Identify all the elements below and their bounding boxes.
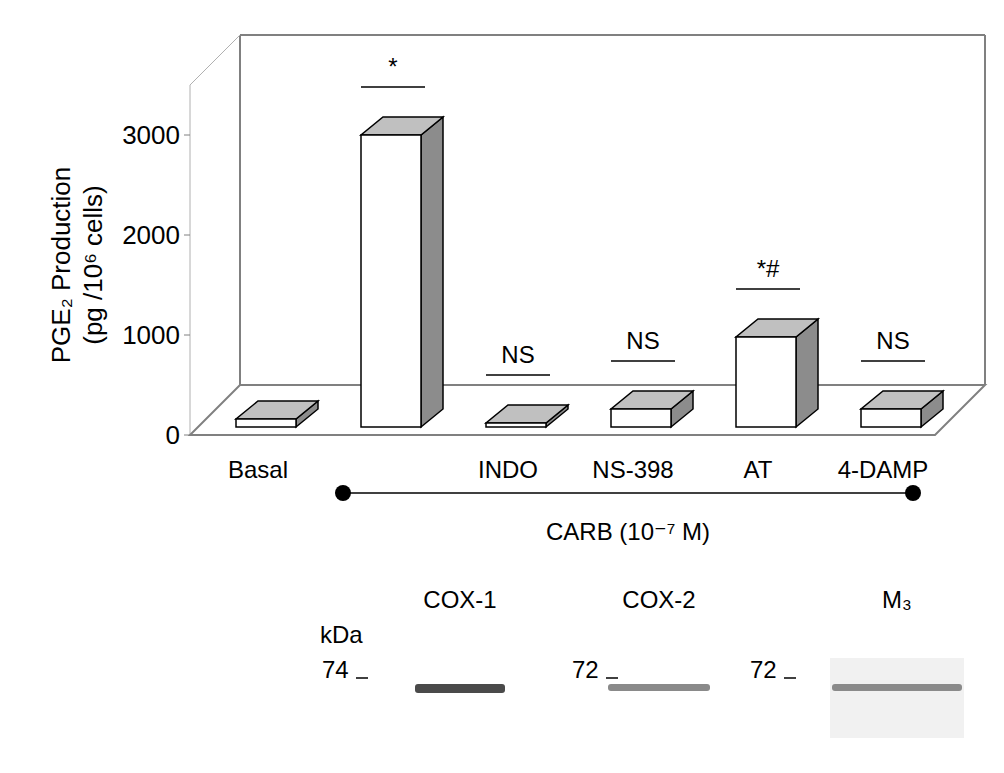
blot-unit: kDa <box>320 621 363 648</box>
x-tick-label: 4-DAMP <box>838 456 929 483</box>
y-axis-label: PGE₂ Production(pg /10⁶ cells) <box>46 167 108 364</box>
bar-top <box>361 117 443 135</box>
blot-band <box>415 684 505 693</box>
bar-front <box>736 337 796 427</box>
x-axis-label: CARB (10⁻⁷ M) <box>546 518 710 545</box>
blot-marker: 72 <box>750 656 777 683</box>
annotation-line <box>361 86 425 88</box>
blot-marker: 74 <box>322 656 349 683</box>
blot-background <box>830 658 964 738</box>
wall-edge <box>240 34 985 36</box>
y-tick-label: 1000 <box>122 320 180 350</box>
blot-band <box>608 684 710 691</box>
annotation-line <box>861 360 925 362</box>
bar-front <box>486 423 546 427</box>
y-axis-label-line: PGE₂ Production <box>46 167 76 364</box>
blot-label: COX-1 <box>423 586 496 613</box>
bar-front <box>611 409 671 427</box>
annotation: NS <box>876 327 909 354</box>
y-tick <box>184 335 190 336</box>
bar-top <box>486 405 568 423</box>
bar-top <box>611 391 693 409</box>
y-tick-label: 3000 <box>122 120 180 150</box>
bar <box>361 117 443 427</box>
group-dot <box>335 485 351 501</box>
bar-front <box>361 135 421 427</box>
blot-marker-tick <box>356 677 368 679</box>
annotation-line <box>736 288 800 290</box>
blot-marker: 72 <box>572 656 599 683</box>
x-tick-label: AT <box>744 456 773 483</box>
annotation: NS <box>501 341 534 368</box>
group-dot <box>905 485 921 501</box>
y-tick <box>184 135 190 136</box>
blot-band <box>832 684 962 691</box>
y-axis <box>190 85 191 435</box>
annotation-line <box>611 360 675 362</box>
bar-top <box>236 401 318 419</box>
bars <box>236 117 943 427</box>
x-tick-label: NS-398 <box>592 456 673 483</box>
wall-edge <box>190 35 240 85</box>
wall-edge <box>239 35 241 385</box>
bar <box>486 405 568 427</box>
bar <box>611 391 693 427</box>
blot-marker-tick <box>606 677 618 679</box>
y-tick <box>184 235 190 236</box>
bar-top <box>861 391 943 409</box>
blot-label: COX-2 <box>622 586 695 613</box>
annotation: *# <box>757 255 780 282</box>
annotation: NS <box>626 327 659 354</box>
bar <box>861 391 943 427</box>
wall-edge <box>984 35 986 385</box>
y-axis-label-line: (pg /10⁶ cells) <box>78 185 108 345</box>
left-wall <box>190 35 240 435</box>
x-tick-label: INDO <box>478 456 538 483</box>
blot-label: M₃ <box>882 586 912 613</box>
bar <box>736 319 818 427</box>
bar-front <box>236 419 296 427</box>
annotation-line <box>486 374 550 376</box>
x-tick-label: Basal <box>228 456 288 483</box>
y-tick-label: 0 <box>166 420 180 450</box>
group-line <box>343 492 913 494</box>
y-tick <box>184 435 190 436</box>
bar-top <box>736 319 818 337</box>
bar-side <box>421 117 443 427</box>
floor <box>190 385 985 435</box>
chart: 0 1000 2000 3000 PGE₂ Production(pg /10⁶ cel… <box>0 0 1004 773</box>
bar-front <box>861 409 921 427</box>
y-tick-label: 2000 <box>122 220 180 250</box>
blot-marker-tick <box>784 677 796 679</box>
annotation: * <box>388 53 397 80</box>
bar <box>236 401 318 427</box>
